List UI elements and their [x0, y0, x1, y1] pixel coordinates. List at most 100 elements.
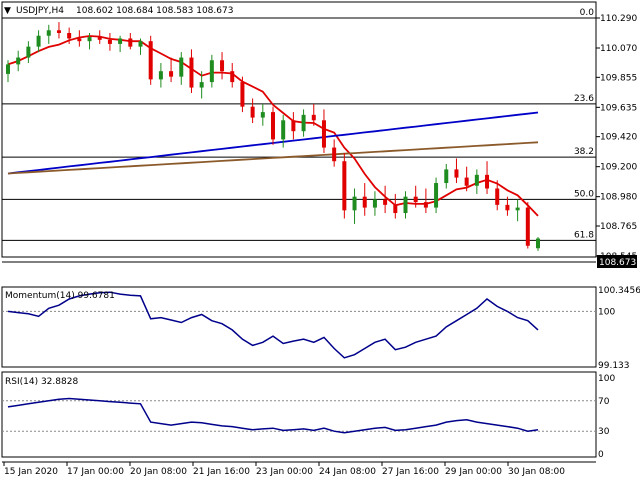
candle-body [444, 169, 449, 184]
candle-body [158, 71, 163, 80]
candle-body [372, 199, 377, 208]
price-tick-label: 108.980 [600, 193, 637, 203]
time-axis: 15 Jan 2020 17 Jan 00:00 20 Jan 08:00 21 Ja… [2, 461, 596, 477]
candle-body [393, 204, 398, 214]
momentum-line [7, 291, 539, 359]
time-tick-label: 23 Jan 00:00 [256, 467, 313, 477]
candle-body [515, 207, 520, 211]
price-tick-label: 110.070 [600, 44, 637, 54]
rsi-panel [1, 371, 597, 458]
candle-body [189, 57, 194, 88]
candle-body [362, 196, 367, 208]
rsi-title: RSI(14) 32.8828 [5, 377, 78, 387]
momentum-axis: 100.3456 100 99.133 [598, 286, 640, 371]
candle-body [423, 202, 428, 208]
fib-label: 61.8 [574, 230, 594, 240]
candle-body [342, 161, 347, 211]
fib-label: 50.0 [574, 189, 594, 199]
candle-body [240, 82, 245, 107]
candle-body [107, 39, 112, 44]
time-tick-label: 24 Jan 08:00 [319, 467, 376, 477]
time-tick-label: 21 Jan 16:00 [193, 467, 250, 477]
fib-label: 0.0 [580, 8, 595, 18]
candle-body [220, 60, 225, 72]
candle-body [56, 30, 61, 34]
time-tick-label: 20 Jan 08:00 [130, 467, 187, 477]
candle-body [403, 196, 408, 214]
current-price-box [597, 255, 637, 268]
candle-body [311, 114, 316, 121]
price-panel [1, 1, 597, 258]
candle-body [505, 204, 510, 211]
candle-body [199, 82, 204, 88]
momentum-title: Momentum(14) 99.6781 [5, 291, 115, 301]
rsi-series [7, 397, 539, 434]
candle-body [291, 120, 296, 132]
ma-slow-line [7, 141, 539, 175]
time-tick-label: 17 Jan 00:00 [67, 467, 124, 477]
candle-body [87, 37, 92, 42]
candle-body [36, 35, 41, 47]
time-tick-label: 27 Jan 16:00 [382, 467, 439, 477]
fib-levels: 0.0 23.6 38.2 50.0 61.8 [2, 8, 596, 241]
candle-body [464, 177, 469, 186]
current-price-label: 108.673 [599, 258, 636, 268]
rsi-tick-label: 30 [598, 427, 610, 437]
candle-body [413, 196, 418, 203]
rsi-axis: 100 70 30 0 [598, 374, 615, 460]
price-tick-label: 110.290 [600, 14, 637, 24]
candle-body [67, 33, 72, 39]
candle-body [16, 57, 21, 65]
candle-body [26, 46, 31, 58]
rsi-reference-lines [2, 400, 596, 432]
rsi-tick-label: 70 [598, 397, 610, 407]
candle-body [97, 37, 102, 40]
candle-body [77, 38, 82, 42]
candle-body [454, 169, 459, 178]
momentum-tick-label: 100.3456 [598, 286, 640, 296]
fib-label: 23.6 [574, 94, 594, 104]
candle-body [434, 183, 439, 208]
candle-body [495, 188, 500, 205]
candle-body [474, 174, 479, 186]
candle-body [332, 147, 337, 162]
momentum-series [7, 291, 539, 359]
symbol-title: USDJPY,H4 [16, 6, 64, 16]
candle-body [281, 120, 286, 140]
price-tick-label: 108.765 [600, 222, 637, 232]
candle-body [209, 60, 214, 83]
candle-body [179, 57, 184, 77]
candle-body [260, 112, 265, 118]
fib-label: 38.2 [574, 147, 594, 157]
candle-body [230, 71, 235, 83]
candle-body [383, 199, 388, 205]
candle-body [321, 120, 326, 148]
candle-body [128, 38, 133, 47]
candle-body [301, 114, 306, 132]
time-tick-label: 29 Jan 00:00 [445, 467, 502, 477]
price-axis: 110.290 110.070 109.855 109.635 109.420 109.2… [596, 14, 637, 262]
candle-body [138, 41, 143, 47]
candle-body [250, 106, 255, 118]
candle-body [148, 41, 153, 80]
candle-body [536, 238, 540, 249]
candle-body [118, 38, 123, 44]
candle-body [169, 71, 174, 77]
candle-body [6, 64, 10, 74]
momentum-tick-label: 100 [598, 307, 615, 317]
momentum-panel [1, 286, 597, 368]
candle-body [46, 30, 51, 36]
price-tick-label: 109.855 [600, 73, 637, 83]
time-tick-label: 15 Jan 2020 [4, 467, 58, 477]
price-tick-label: 109.635 [600, 103, 637, 113]
candle-body [485, 174, 490, 189]
candles [6, 22, 540, 251]
momentum-tick-label: 99.133 [598, 361, 630, 371]
time-tick-label: 30 Jan 08:00 [508, 467, 565, 477]
symbol-dropdown-icon[interactable]: ▼ [4, 6, 11, 16]
candle-body [525, 207, 530, 246]
ohlc-readout: 108.602 108.684 108.583 108.673 [76, 6, 233, 16]
rsi-tick-label: 0 [598, 450, 604, 460]
price-tick-label: 109.420 [600, 133, 637, 143]
